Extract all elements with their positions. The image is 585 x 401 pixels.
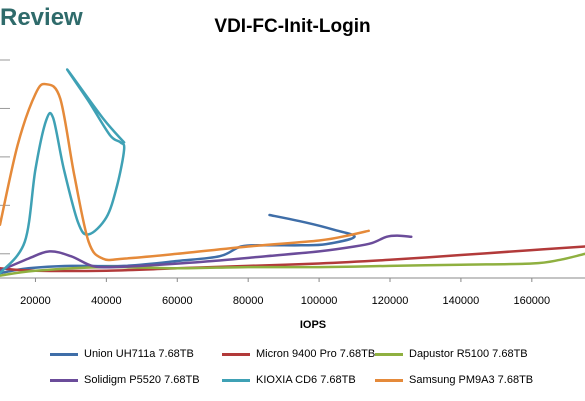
x-tick-label: 100000 [301, 295, 338, 307]
x-axis: 20000 40000 60000 80000 100000 120000 140000 16… [0, 277, 585, 307]
brand-logo-text: Review [0, 4, 83, 31]
legend-item: KIOXIA CD6 7.68TB [222, 374, 356, 386]
x-tick-label: 80000 [233, 295, 264, 307]
x-tick-label: 120000 [372, 295, 409, 307]
series-line-5 [0, 82, 370, 262]
legend-swatch [50, 378, 78, 382]
x-axis-label: IOPS [300, 319, 326, 331]
series-line-3 [0, 234, 413, 272]
legend-label: Samsung PM9A3 7.68TB [409, 374, 534, 386]
x-tick-label: 160000 [513, 295, 550, 307]
legend-label: Union UH711a 7.68TB [84, 348, 194, 360]
legend-swatch [50, 352, 78, 356]
legend-swatch [222, 378, 250, 382]
legend-item: Micron 9400 Pro 7.68TB [222, 348, 375, 360]
series-line-1 [0, 245, 585, 273]
legend-swatch [375, 378, 403, 382]
chart-title: VDI-FC-Init-Login [214, 16, 371, 37]
legend-item: Samsung PM9A3 7.68TB [375, 374, 533, 386]
legend-swatch [222, 352, 250, 356]
x-tick-label: 40000 [91, 295, 122, 307]
legend-item: Dapustor R5100 7.68TB [375, 348, 528, 360]
legend-label: KIOXIA CD6 7.68TB [256, 374, 356, 386]
series-lines [0, 68, 585, 277]
x-tick-label: 60000 [162, 295, 193, 307]
legend-swatch [375, 352, 403, 356]
legend-item: Solidigm P5520 7.68TB [50, 374, 200, 386]
series-line-4 [0, 68, 126, 275]
legend-label: Micron 9400 Pro 7.68TB [256, 348, 376, 360]
series-line-2 [0, 252, 585, 277]
legend-label: Solidigm P5520 7.68TB [84, 374, 200, 386]
legend-item: Union UH711a 7.68TB [50, 348, 194, 360]
x-tick-label: 140000 [443, 295, 480, 307]
gridlines [0, 59, 10, 255]
legend-label: Dapustor R5100 7.68TB [409, 348, 528, 360]
x-tick-label: 20000 [20, 295, 51, 307]
